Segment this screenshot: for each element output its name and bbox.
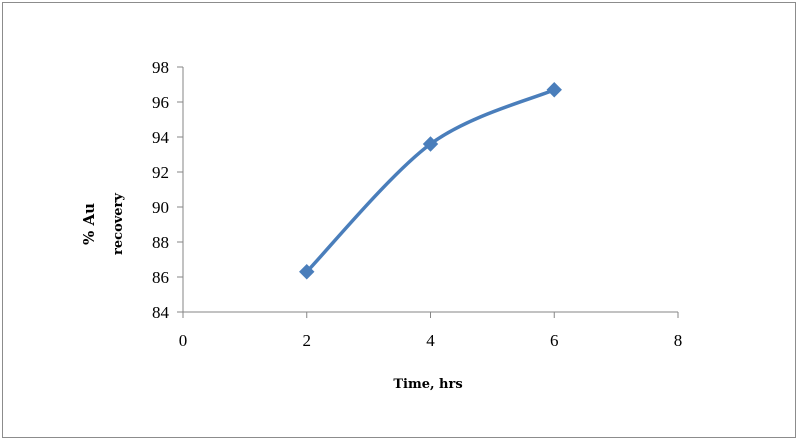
y-axis-label-line1: % Au — [80, 203, 98, 245]
y-tick-label: 94 — [152, 128, 170, 147]
y-tick-label: 92 — [152, 163, 169, 182]
y-tick-label: 98 — [152, 58, 169, 77]
tick-labels: 84 86 88 90 92 94 96 98 0 2 4 6 8 — [152, 58, 682, 350]
y-tick-label: 88 — [152, 233, 169, 252]
series-line — [305, 88, 556, 274]
x-tick-label: 4 — [426, 331, 435, 350]
y-axis-label: % Au recovery — [80, 193, 126, 255]
x-tick-label: 8 — [674, 331, 683, 350]
y-tick-label: 96 — [152, 93, 169, 112]
y-tick-label: 90 — [152, 198, 169, 217]
plot-area — [299, 82, 562, 280]
axes — [177, 66, 679, 318]
data-point-marker — [299, 264, 315, 280]
chart-frame — [2, 2, 796, 438]
y-tick-label: 86 — [152, 268, 169, 287]
x-tick-label: 0 — [179, 331, 188, 350]
x-tick-label: 2 — [303, 331, 312, 350]
y-tick-label: 84 — [152, 303, 170, 322]
x-axis-label: Time, hrs — [393, 377, 462, 392]
x-tick-label: 6 — [550, 331, 559, 350]
y-axis-label-line2: recovery — [111, 193, 126, 255]
data-point-marker — [422, 136, 439, 152]
data-point-marker — [546, 82, 562, 98]
